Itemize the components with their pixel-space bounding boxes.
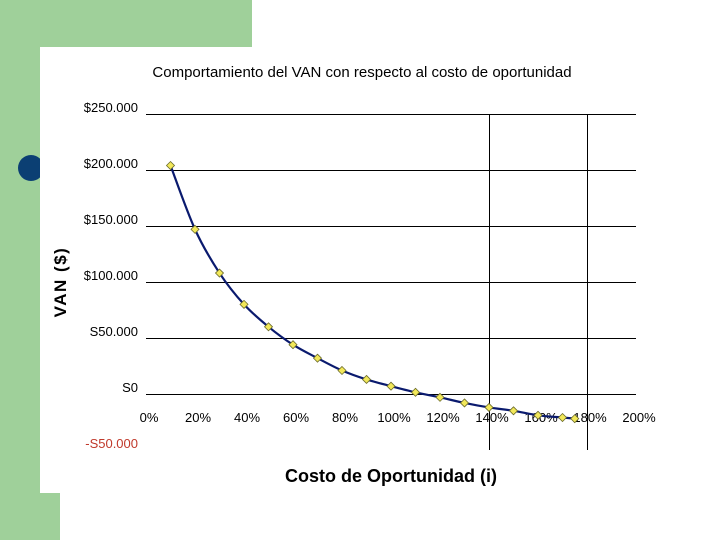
decor-left-band bbox=[0, 0, 40, 540]
data-point bbox=[386, 381, 396, 391]
y-tick-label: $200.000 bbox=[84, 156, 138, 171]
grid-layer bbox=[146, 114, 636, 395]
y-tick-label: $250.000 bbox=[84, 100, 138, 115]
y-tick-labels: $250.000 $200.000 $150.000 $100.000 S50.000 S… bbox=[84, 100, 138, 451]
x-axis-title: Costo de Oportunidad (i) bbox=[285, 466, 497, 486]
data-point bbox=[312, 353, 323, 363]
data-point bbox=[557, 412, 568, 423]
y-tick-label: S0 bbox=[122, 380, 138, 395]
data-point bbox=[459, 398, 470, 408]
data-point bbox=[570, 414, 580, 424]
data-point bbox=[239, 299, 249, 309]
data-point bbox=[165, 160, 176, 171]
x-tick-label: 40% bbox=[234, 410, 260, 425]
y-tick-label: S50.000 bbox=[90, 324, 138, 339]
x-tick-label: 100% bbox=[377, 410, 411, 425]
data-point bbox=[214, 268, 225, 278]
y-tick-label: -S50.000 bbox=[85, 436, 138, 451]
series-layer bbox=[165, 160, 580, 424]
data-point bbox=[288, 340, 298, 350]
x-tick-label: 180% bbox=[573, 410, 607, 425]
data-point bbox=[361, 374, 372, 385]
y-tick-label: $100.000 bbox=[84, 268, 138, 283]
data-point bbox=[263, 322, 274, 332]
y-tick-label: $150.000 bbox=[84, 212, 138, 227]
x-tick-label: 20% bbox=[185, 410, 211, 425]
x-tick-label: 200% bbox=[622, 410, 656, 425]
x-tick-label: 60% bbox=[283, 410, 309, 425]
data-point bbox=[337, 365, 347, 376]
chart-title: Comportamiento del VAN con respecto al c… bbox=[152, 64, 571, 81]
x-tick-label: 80% bbox=[332, 410, 358, 425]
reference-lines bbox=[489, 114, 588, 450]
data-point bbox=[435, 392, 445, 402]
data-point bbox=[508, 406, 519, 416]
x-tick-label: 140% bbox=[475, 410, 509, 425]
data-point bbox=[410, 387, 421, 397]
slide-panel bbox=[40, 47, 720, 493]
x-tick-label: 0% bbox=[140, 410, 159, 425]
series-line bbox=[169, 165, 575, 420]
data-point bbox=[190, 224, 200, 234]
data-point bbox=[484, 402, 494, 413]
decor-bullet-dot bbox=[18, 155, 44, 181]
x-tick-label: 120% bbox=[426, 410, 460, 425]
y-axis-title: VAN ($) bbox=[51, 247, 70, 318]
data-point bbox=[533, 410, 543, 420]
decor-top-band bbox=[0, 0, 252, 47]
decor-bottom-band bbox=[0, 493, 60, 540]
x-tick-labels: 0% 20% 40% 60% 80% 100% 120% 140% 160% 180% 200% bbox=[140, 410, 656, 425]
